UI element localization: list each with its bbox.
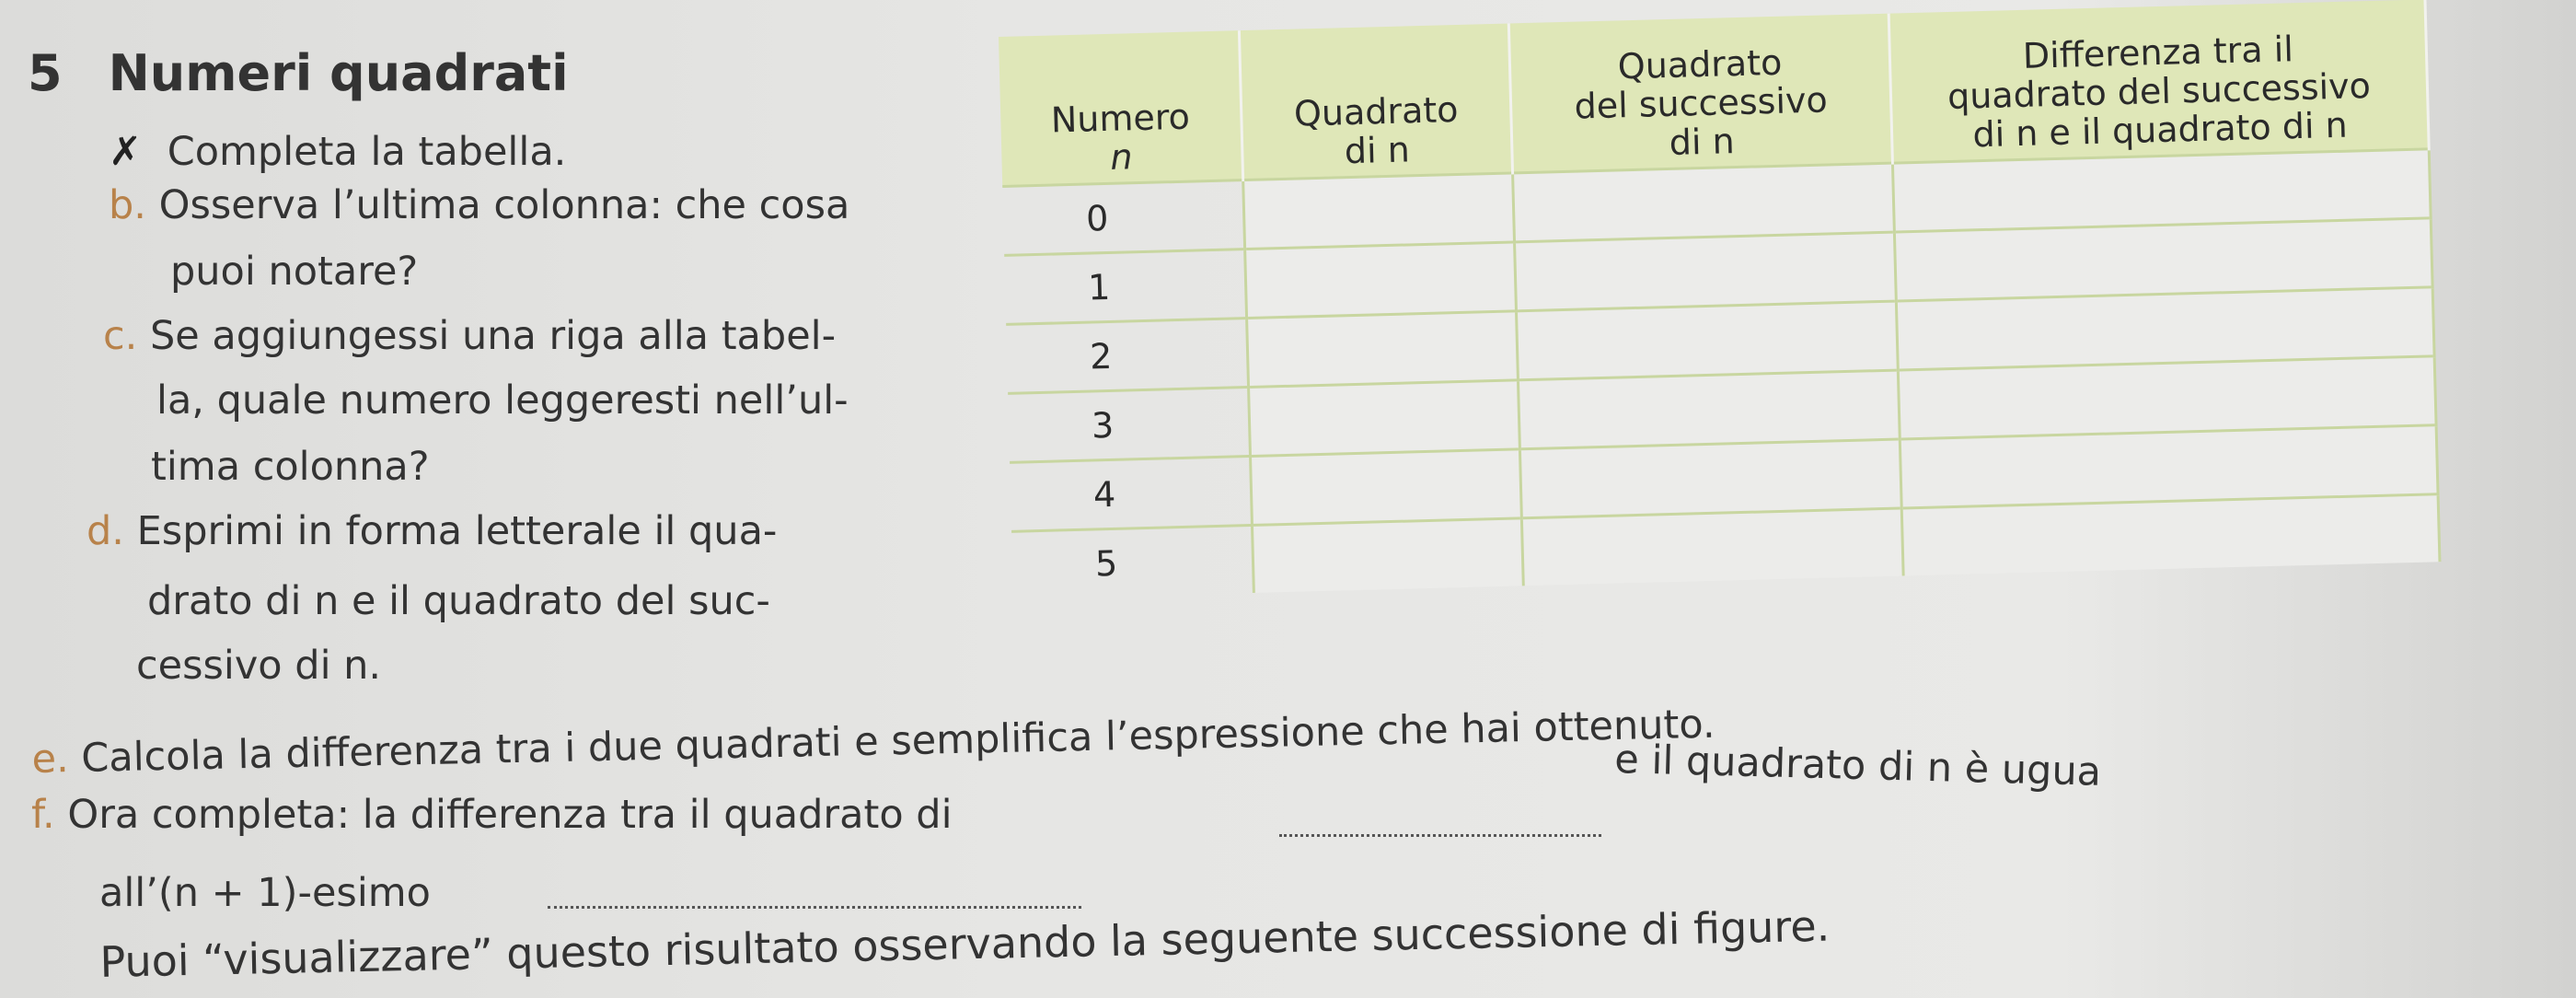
item-b: b. Osserva l’ultima colonna: che cosa (109, 182, 849, 228)
cell-input[interactable] (1519, 439, 1902, 519)
item-f-line-3: all’(n + 1)-esimo (99, 870, 431, 916)
item-c-line-2: la, quale numero leggeresti nell’ul- (156, 377, 849, 424)
cell-input[interactable] (1516, 301, 1899, 381)
cell-n: 5 (1011, 525, 1254, 600)
item-c-line-3: tima colonna? (151, 444, 430, 490)
item-b-line-2: puoi notare? (170, 249, 419, 295)
exercise-title: 5 Numeri quadrati (28, 44, 569, 102)
cell-n: 1 (1004, 249, 1247, 325)
item-f-line-2: e il quadrato di n è ugua (1613, 737, 2102, 795)
item-letter: d. (87, 508, 124, 554)
cell-input[interactable] (1242, 173, 1515, 250)
header-numero: Numero n (999, 30, 1243, 187)
item-f: f. Ora completa: la differenza tra il qu… (31, 792, 953, 838)
header-quadrato: Quadrato di n (1239, 23, 1513, 180)
item-d-line-3: cessivo di n. (136, 643, 382, 689)
answer-blank-1[interactable] (1279, 829, 1601, 837)
item-letter: c. (103, 313, 138, 359)
answer-blank-2[interactable] (548, 900, 1081, 909)
item-d: d. Esprimi in forma letterale il qua- (87, 508, 777, 554)
cell-n: 3 (1008, 387, 1251, 463)
cell-input[interactable] (1250, 449, 1522, 526)
item-a-text: Completa la tabella. (167, 129, 567, 175)
item-letter: e. (31, 736, 70, 783)
cell-input[interactable] (1518, 370, 1900, 450)
cell-input[interactable] (1521, 508, 1904, 586)
item-e: e. Calcola la differenza tra i due quadr… (31, 702, 1715, 783)
cell-input[interactable] (1512, 163, 1895, 243)
cell-input[interactable] (1248, 380, 1520, 457)
item-d-line-1: Esprimi in forma letterale il qua- (136, 508, 778, 554)
exercise-title-text: Numeri quadrati (108, 44, 569, 102)
cell-input[interactable] (1514, 232, 1897, 312)
item-letter: f. (31, 792, 55, 838)
item-a: ✗ Completa la tabella. (109, 129, 566, 175)
cell-n: 4 (1010, 456, 1253, 532)
item-f-line-1: Ora completa: la differenza tra il quadr… (67, 792, 953, 838)
cell-n: 0 (1002, 180, 1245, 256)
cell-n: 2 (1006, 318, 1249, 394)
item-c: c. Se aggiungessi una riga alla tabel- (103, 313, 836, 359)
cell-input[interactable] (1246, 311, 1519, 388)
cell-input[interactable] (1901, 494, 2440, 576)
cell-input[interactable] (1252, 518, 1524, 594)
cell-input[interactable] (1244, 242, 1517, 319)
header-differenza: Differenza tra il quadrato del successivo… (1889, 0, 2430, 164)
item-d-line-2: drato di n e il quadrato del suc- (147, 578, 770, 624)
checkmark-icon: ✗ (109, 129, 143, 175)
exercise-number: 5 (28, 44, 63, 102)
item-c-line-1: Se aggiungessi una riga alla tabel- (149, 313, 837, 359)
header-quadrato-successivo: Quadrato del successivo di n (1508, 13, 1893, 174)
item-e-text: Calcola la differenza tra i due quadrati… (80, 701, 1716, 782)
item-letter: b. (109, 182, 146, 228)
item-b-line-1: Osserva l’ultima colonna: che cosa (158, 182, 850, 228)
squares-table: Numero n Quadrato di n Quadrato del success… (999, 0, 2441, 600)
